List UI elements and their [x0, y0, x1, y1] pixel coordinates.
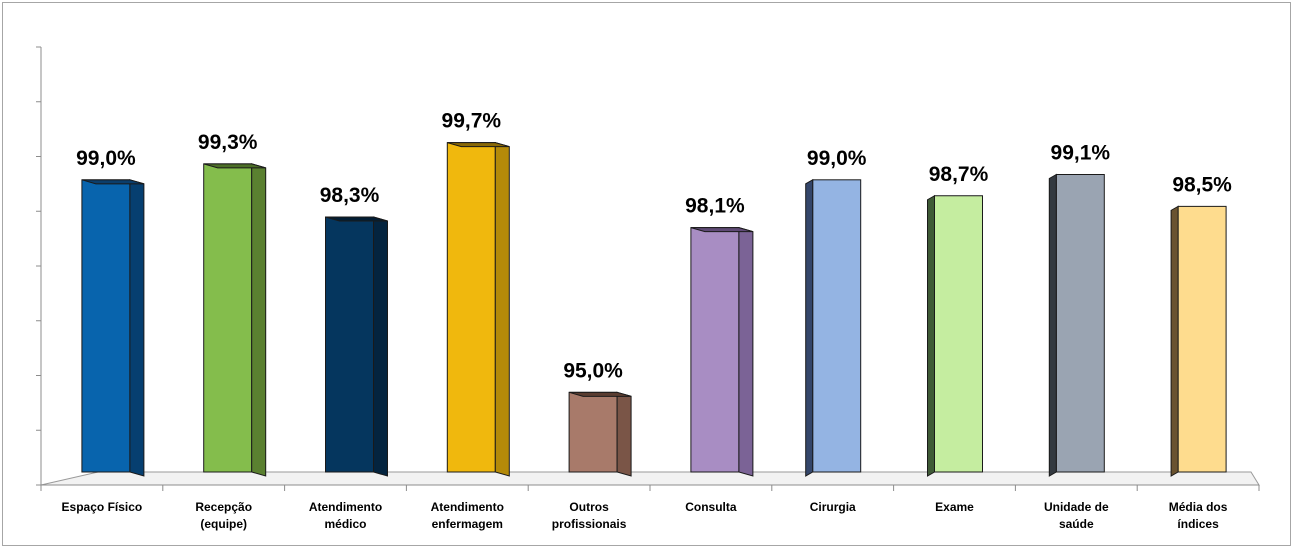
bar-top [81, 179, 145, 185]
bar [203, 163, 253, 473]
labels: 99,0% Espaço Físico 99,3% Recepção (equipe) 9… [62, 110, 1233, 531]
category-label: Atendimento médico [309, 500, 382, 531]
bar-side [494, 141, 510, 477]
category-label: Atendimento enfermagem [431, 500, 504, 531]
data-label: 99,7% [442, 110, 502, 133]
bar [1177, 205, 1227, 473]
bars [81, 141, 1227, 477]
bar-top [203, 163, 266, 169]
data-label: 95,0% [563, 359, 623, 382]
bar [812, 179, 862, 473]
category-label: Outros profissionais [552, 500, 627, 531]
bar-top [690, 227, 754, 233]
category-label: Exame [935, 500, 974, 514]
data-label: 99,0% [807, 147, 867, 170]
bar-side [805, 178, 814, 477]
bar-side [251, 163, 267, 477]
data-label: 98,7% [929, 163, 989, 186]
bar-side [129, 179, 145, 477]
bar [446, 142, 496, 473]
bar-side [1170, 205, 1179, 477]
bar-side [373, 216, 388, 477]
category-label: Unidade de saúde [1044, 500, 1109, 531]
bar-side [738, 226, 754, 477]
category-label: Média dos índices [1169, 500, 1228, 531]
data-label: 99,0% [76, 147, 136, 170]
bar [690, 227, 740, 473]
axes [36, 46, 1260, 491]
bar-top [325, 216, 388, 222]
bar-chart: 99,0% Espaço Físico 99,3% Recepção (equipe) 9… [36, 46, 1260, 531]
bar-side [927, 194, 935, 477]
bar-side [616, 391, 632, 477]
category-label: Espaço Físico [62, 500, 143, 514]
category-label: Cirurgia [810, 500, 856, 514]
bar [1055, 174, 1105, 473]
bar-side [1048, 173, 1057, 477]
data-label: 99,1% [1051, 142, 1111, 165]
data-label: 99,3% [198, 131, 258, 154]
data-label: 98,5% [1172, 173, 1232, 196]
bar [934, 195, 983, 473]
bar [81, 179, 131, 473]
bar [568, 391, 618, 473]
category-label: Recepção (equipe) [195, 500, 252, 531]
category-label: Consulta [685, 500, 737, 514]
data-label: 98,1% [685, 195, 745, 218]
data-label: 98,3% [320, 184, 380, 207]
bar-top [568, 391, 632, 397]
bar-top [447, 142, 510, 148]
bar [325, 216, 374, 473]
chart-floor [40, 471, 1260, 486]
